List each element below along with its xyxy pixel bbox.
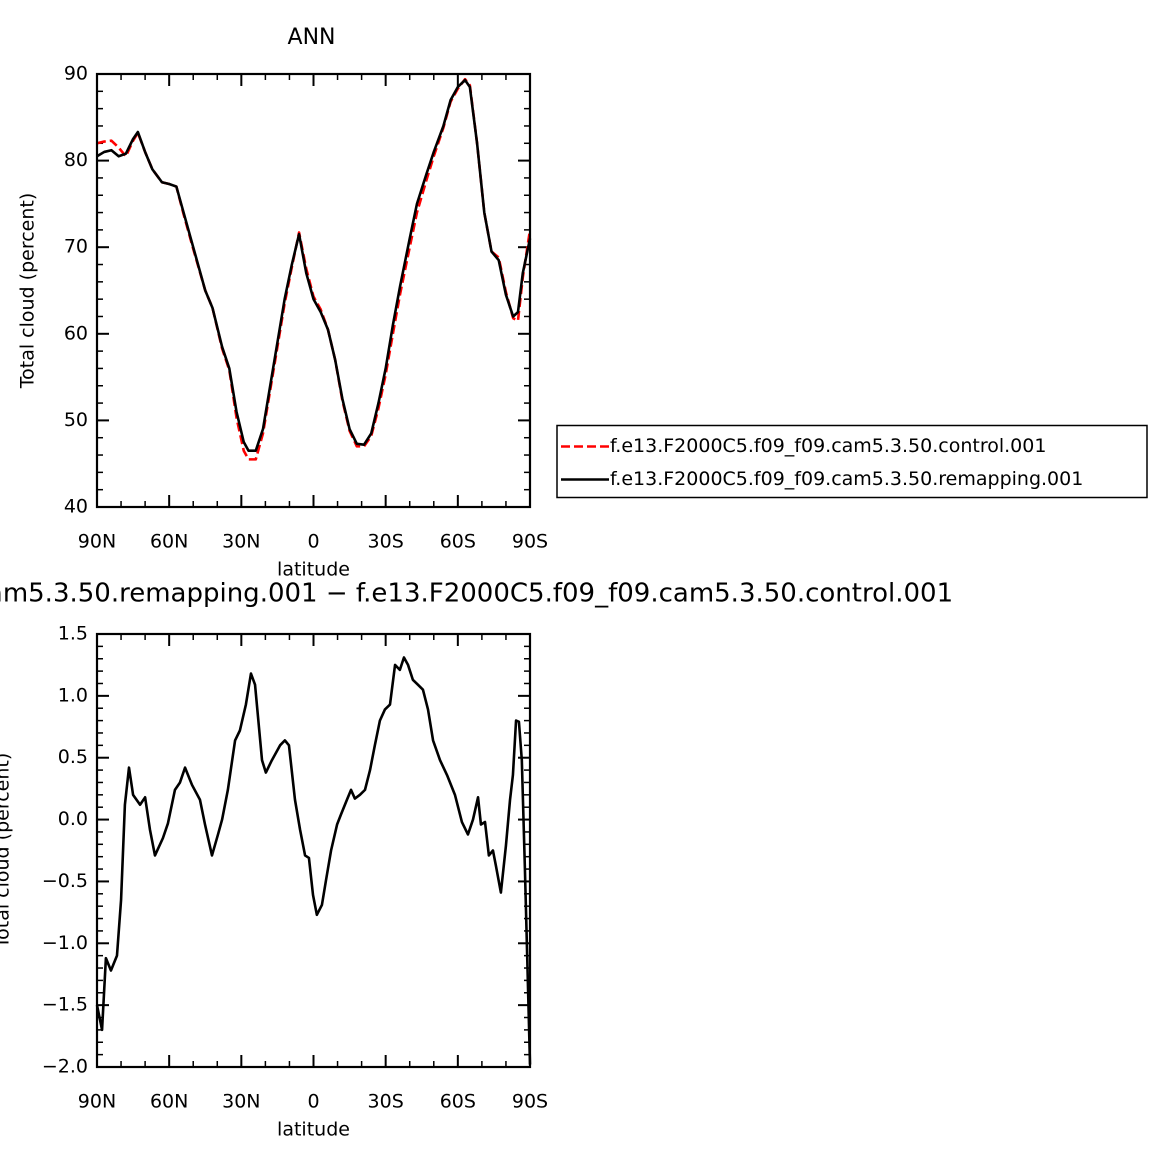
y-tick-label: 70: [64, 236, 88, 258]
plot-frame: [95, 632, 532, 1069]
y-tick-label: 90: [64, 63, 88, 85]
y-tick-label: 50: [64, 409, 88, 431]
x-tick-label: 60N: [150, 531, 188, 553]
y-axis-label: Total cloud (percent): [17, 193, 39, 390]
x-tick-label: 0: [307, 531, 319, 553]
y-tick-label: −1.0: [42, 932, 88, 954]
y-tick-label: −2.0: [42, 1056, 88, 1078]
x-tick-label: 60S: [440, 1091, 476, 1113]
x-tick-label: 30N: [222, 531, 260, 553]
x-tick-label: 90S: [512, 531, 548, 553]
x-tick-label: 90S: [512, 1091, 548, 1113]
x-axis-label: latitude: [277, 559, 350, 581]
y-tick-label: −0.5: [42, 870, 88, 892]
chart-title: f.e13.F2000C5.f09_f09.cam5.3.50.remappin…: [0, 579, 953, 609]
y-tick-label: −1.5: [42, 994, 88, 1016]
y-tick-label: 0.0: [58, 808, 88, 830]
data-line: [95, 656, 532, 1065]
x-tick-label: 0: [307, 1091, 319, 1113]
legend-label: f.e13.F2000C5.f09_f09.cam5.3.50.control.…: [610, 435, 1046, 457]
x-tick-label: 30N: [222, 1091, 260, 1113]
chart-title: ANN: [288, 25, 336, 50]
y-tick-label: 1.0: [58, 684, 88, 706]
x-tick-label: 90N: [78, 1091, 116, 1113]
legend-box: [556, 424, 1148, 499]
y-tick-label: 40: [64, 496, 88, 518]
x-tick-label: 30S: [368, 531, 404, 553]
x-tick-label: 60S: [440, 531, 476, 553]
y-tick-label: 60: [64, 322, 88, 344]
y-tick-label: 0.5: [58, 746, 88, 768]
y-axis-label: Total cloud (percent): [0, 753, 14, 950]
y-tick-label: 80: [64, 149, 88, 171]
data-line: [96, 78, 532, 453]
plot-frame: [95, 72, 532, 509]
x-axis-label: latitude: [277, 1119, 350, 1141]
data-line: [96, 77, 532, 461]
x-tick-label: 90N: [78, 531, 116, 553]
legend-label: f.e13.F2000C5.f09_f09.cam5.3.50.remappin…: [610, 468, 1083, 490]
x-tick-label: 30S: [368, 1091, 404, 1113]
y-tick-label: 1.5: [58, 623, 88, 645]
x-tick-label: 60N: [150, 1091, 188, 1113]
